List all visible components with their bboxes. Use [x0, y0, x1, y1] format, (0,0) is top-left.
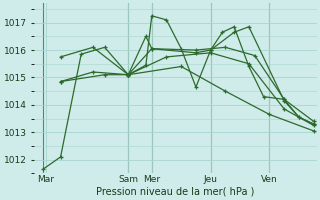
X-axis label: Pression niveau de la mer( hPa ): Pression niveau de la mer( hPa ): [96, 187, 254, 197]
